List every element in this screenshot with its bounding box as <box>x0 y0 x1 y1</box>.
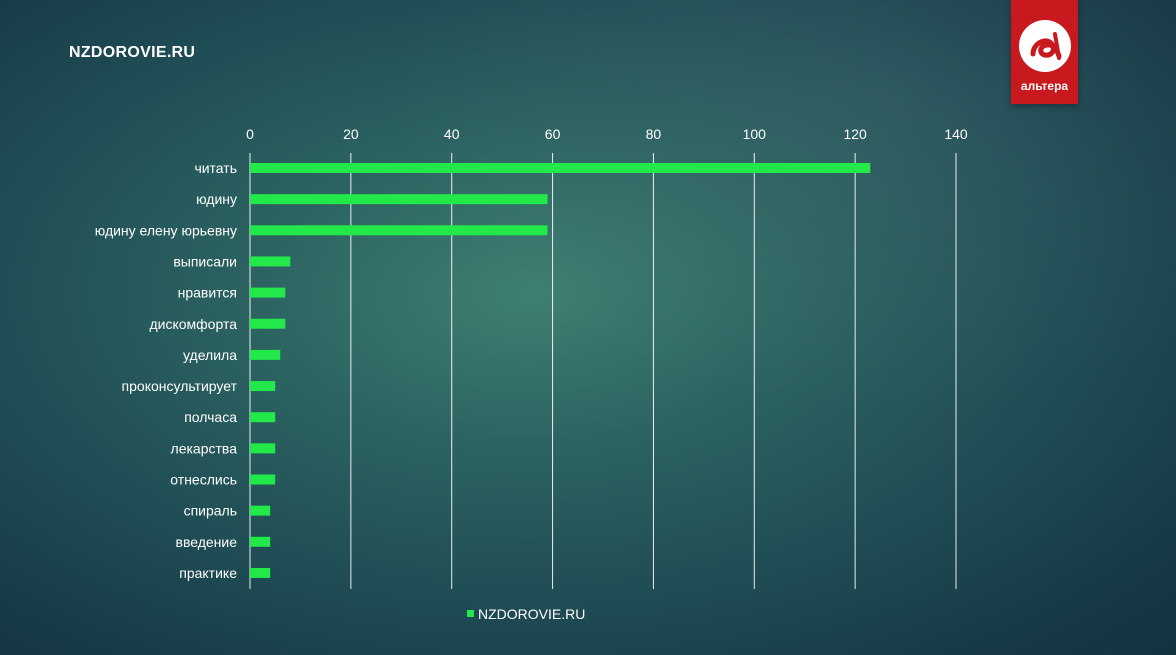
bar <box>250 474 276 485</box>
category-label: проконсультирует <box>122 378 238 394</box>
category-label: выписали <box>173 253 237 269</box>
logo-text: альтера <box>1020 79 1069 93</box>
category-label: лекарства <box>171 440 238 456</box>
x-tick-label: 0 <box>246 126 254 142</box>
x-tick-label: 60 <box>545 126 561 142</box>
bar <box>250 567 271 578</box>
category-labels: читать юдину юдину елену юрьевну выписали нр… <box>95 160 238 581</box>
bar <box>250 194 548 205</box>
x-tick-label: 40 <box>444 126 460 142</box>
category-label: читать <box>194 160 237 176</box>
category-label: юдину <box>196 191 237 207</box>
bar <box>250 536 271 547</box>
category-label: практике <box>179 565 237 581</box>
bar <box>250 225 548 236</box>
site-title: NZDOROVIE.RU <box>69 44 196 61</box>
category-label: отнеслись <box>170 472 237 488</box>
x-tick-label: 80 <box>646 126 662 142</box>
category-label: введение <box>176 534 238 550</box>
bar <box>250 381 276 392</box>
x-tick-label: 100 <box>743 126 767 142</box>
legend: NZDOROVIE.RU <box>467 606 585 622</box>
x-tick-label: 140 <box>944 126 968 142</box>
bar <box>250 443 276 454</box>
bar <box>250 256 291 267</box>
altera-a-logo-icon <box>1019 20 1071 72</box>
category-label: полчаса <box>184 409 237 425</box>
x-tick-label: 20 <box>343 126 359 142</box>
category-label: уделила <box>183 347 237 363</box>
category-label: спираль <box>184 503 237 519</box>
bar <box>250 318 286 329</box>
legend-swatch <box>467 610 474 617</box>
bar <box>250 412 276 423</box>
bar <box>250 505 271 516</box>
grid <box>249 153 957 589</box>
altera-logo: альтера <box>1011 0 1078 104</box>
x-axis-ticks: 0 20 40 60 80 100 120 140 <box>246 126 968 142</box>
category-label: нравится <box>178 285 237 301</box>
bar <box>250 163 871 173</box>
category-label: юдину елену юрьевну <box>95 222 237 238</box>
category-label: дискомфорта <box>149 316 237 332</box>
bar <box>250 287 286 298</box>
x-tick-label: 120 <box>843 126 867 142</box>
bars <box>250 163 871 578</box>
legend-label: NZDOROVIE.RU <box>478 606 585 622</box>
bar <box>250 349 281 360</box>
